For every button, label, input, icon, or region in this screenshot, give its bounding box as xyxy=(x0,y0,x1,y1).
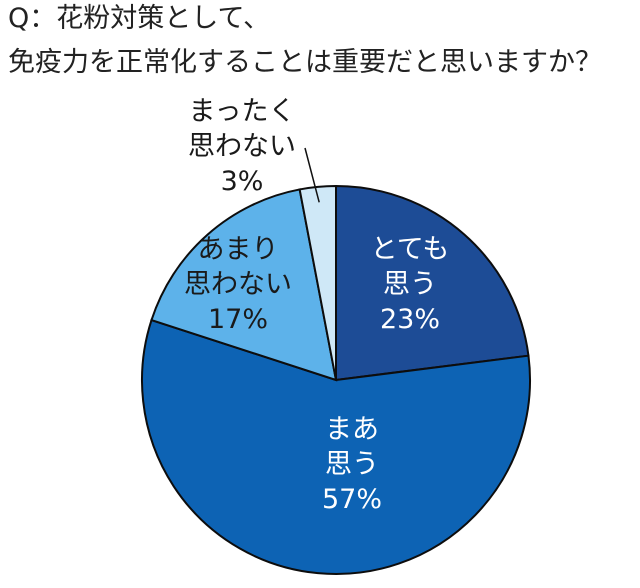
chart-title-line-2: 免疫力を正常化することは重要だと思いますか？ xyxy=(8,47,602,78)
slice-value-label-1: 23% xyxy=(380,304,440,335)
leader-line xyxy=(304,147,320,203)
pie-slice-4 xyxy=(298,184,337,381)
slice-category-label-3: あまり xyxy=(198,234,279,265)
slice-category-label-3: 思わない xyxy=(184,269,292,300)
slice-value-label-2: 57% xyxy=(322,484,382,515)
slice-category-label-4: まったく xyxy=(189,96,296,127)
slice-category-label-1: 思う xyxy=(383,269,437,300)
slice-category-label-2: 思う xyxy=(325,449,379,480)
slice-category-label-2: まあ xyxy=(325,414,379,445)
slice-value-label-4: 3% xyxy=(221,166,264,197)
pie-slice-3 xyxy=(150,188,338,382)
pie-slice-1 xyxy=(335,184,530,382)
pie-slice-2 xyxy=(141,318,531,575)
slice-category-label-1: とても xyxy=(371,234,450,265)
chart-title-line-1: Q：花粉対策として、 xyxy=(8,3,271,34)
slice-value-label-3: 17% xyxy=(208,304,268,335)
slice-category-label-4: 思わない xyxy=(188,131,296,162)
